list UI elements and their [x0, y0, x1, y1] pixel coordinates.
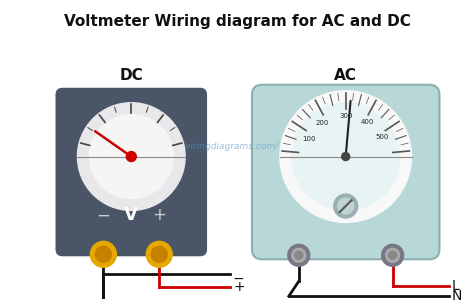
Text: 500: 500: [375, 135, 388, 140]
Text: V: V: [124, 206, 138, 224]
Circle shape: [126, 152, 137, 162]
Text: −: −: [233, 272, 245, 286]
Circle shape: [288, 244, 310, 266]
Circle shape: [280, 91, 411, 222]
Circle shape: [334, 194, 358, 218]
Circle shape: [151, 246, 167, 262]
Circle shape: [77, 103, 185, 210]
Text: −: −: [96, 206, 110, 224]
Text: L: L: [451, 279, 459, 293]
Circle shape: [89, 115, 173, 199]
Circle shape: [292, 248, 306, 262]
Circle shape: [389, 251, 397, 259]
Circle shape: [342, 152, 350, 160]
Circle shape: [146, 241, 172, 267]
Text: 100: 100: [302, 136, 316, 142]
Text: 200: 200: [316, 120, 329, 126]
Text: 300: 300: [339, 113, 353, 119]
Text: DC: DC: [119, 68, 143, 83]
Circle shape: [91, 241, 116, 267]
Text: +: +: [152, 206, 166, 224]
Text: N: N: [451, 289, 462, 303]
Text: AC: AC: [334, 68, 357, 83]
Circle shape: [292, 102, 400, 210]
Text: https://www.ewiringdiagrams.com/: https://www.ewiringdiagrams.com/: [121, 142, 279, 151]
Circle shape: [382, 244, 403, 266]
Text: +: +: [233, 280, 245, 294]
Text: 400: 400: [361, 119, 374, 125]
FancyBboxPatch shape: [252, 85, 439, 259]
Circle shape: [337, 198, 354, 214]
Circle shape: [95, 246, 111, 262]
Circle shape: [386, 248, 400, 262]
FancyBboxPatch shape: [55, 88, 207, 256]
Circle shape: [295, 251, 303, 259]
Text: Voltmeter Wiring diagram for AC and DC: Voltmeter Wiring diagram for AC and DC: [64, 14, 410, 29]
